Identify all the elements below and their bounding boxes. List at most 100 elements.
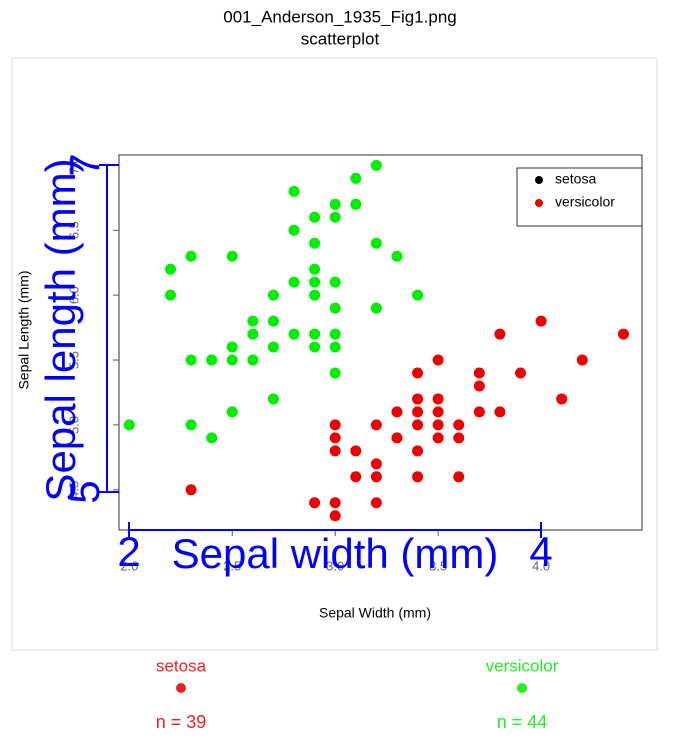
group-marker: [517, 683, 527, 693]
point: [370, 159, 382, 171]
point: [288, 224, 300, 236]
point: [288, 276, 300, 288]
group-marker: [176, 683, 186, 693]
point: [185, 484, 197, 496]
point: [453, 419, 465, 431]
point: [226, 406, 238, 418]
x-tick-label: 2.0: [120, 558, 138, 573]
point: [370, 237, 382, 249]
point: [329, 432, 341, 444]
point: [432, 354, 444, 366]
overlay-y-label: Sepal length (mm): [37, 158, 84, 501]
point: [473, 380, 485, 392]
legend-label: setosa: [555, 171, 596, 187]
y-tick-label: 7.0: [66, 156, 81, 174]
point: [309, 276, 321, 288]
x-tick-label: 3.0: [326, 558, 344, 573]
point: [329, 445, 341, 457]
point: [412, 393, 424, 405]
point: [329, 367, 341, 379]
point: [309, 341, 321, 353]
point: [617, 328, 629, 340]
point: [453, 471, 465, 483]
point: [309, 263, 321, 275]
point: [309, 497, 321, 509]
point: [226, 341, 238, 353]
point: [329, 328, 341, 340]
point: [370, 458, 382, 470]
point: [247, 354, 259, 366]
point: [412, 367, 424, 379]
point: [412, 419, 424, 431]
y-tick-label: 6.0: [66, 286, 81, 304]
point: [309, 328, 321, 340]
point: [391, 406, 403, 418]
point: [432, 419, 444, 431]
y-tick-label: 6.5: [66, 221, 81, 239]
point: [267, 315, 279, 327]
point: [329, 198, 341, 210]
point: [329, 211, 341, 223]
point: [432, 393, 444, 405]
point: [206, 354, 218, 366]
point: [185, 419, 197, 431]
point: [370, 419, 382, 431]
point: [164, 289, 176, 301]
point: [329, 276, 341, 288]
group-count: n = 39: [156, 712, 207, 732]
chart-title: 001_Anderson_1935_Fig1.png: [223, 7, 456, 26]
point: [350, 198, 362, 210]
point: [185, 250, 197, 262]
point: [370, 471, 382, 483]
y-tick-label: 5.0: [66, 416, 81, 434]
overlay-x-label: Sepal width (mm): [172, 530, 499, 577]
point: [432, 432, 444, 444]
point: [370, 302, 382, 314]
point: [576, 354, 588, 366]
overlay-x-tick-label: 2: [117, 528, 140, 575]
point: [226, 354, 238, 366]
point: [350, 471, 362, 483]
point: [350, 445, 362, 457]
x-tick-label: 4.0: [532, 558, 550, 573]
point: [494, 328, 506, 340]
point: [432, 406, 444, 418]
point: [267, 289, 279, 301]
point: [329, 302, 341, 314]
point: [350, 172, 362, 184]
point: [247, 315, 259, 327]
point: [391, 250, 403, 262]
point: [391, 432, 403, 444]
point: [412, 289, 424, 301]
point: [288, 328, 300, 340]
point: [309, 211, 321, 223]
overlay-y-tick-label: 7: [61, 153, 108, 176]
point: [309, 237, 321, 249]
point: [453, 432, 465, 444]
y-tick-label: 4.5: [66, 481, 81, 499]
chart-subtitle: scatterplot: [301, 29, 380, 48]
point: [494, 406, 506, 418]
point: [267, 341, 279, 353]
x-axis-label: Sepal Width (mm): [319, 605, 431, 621]
group-count: n = 44: [497, 712, 548, 732]
point: [412, 471, 424, 483]
point: [473, 406, 485, 418]
point: [288, 185, 300, 197]
group-label: setosa: [156, 656, 207, 675]
point: [515, 367, 527, 379]
point: [267, 393, 279, 405]
point: [412, 445, 424, 457]
overlay-x-tick-label: 4: [529, 528, 552, 575]
point: [226, 250, 238, 262]
point: [309, 289, 321, 301]
y-axis-label: Sepal Length (mm): [16, 270, 32, 389]
point: [123, 419, 135, 431]
point: [412, 406, 424, 418]
point: [206, 432, 218, 444]
legend-label: versicolor: [555, 194, 615, 210]
point: [329, 341, 341, 353]
legend-marker: [535, 199, 543, 207]
